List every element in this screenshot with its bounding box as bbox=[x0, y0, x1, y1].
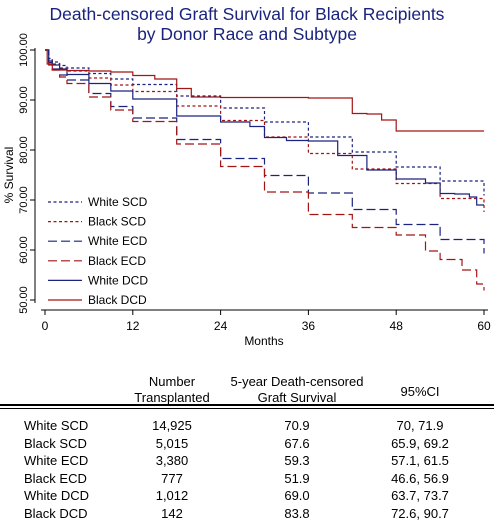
row-label: Black SCD bbox=[24, 435, 87, 451]
row-survival: 70.9 bbox=[284, 418, 310, 433]
row-survival: 83.8 bbox=[284, 505, 310, 521]
y-tick-label: 100.00 bbox=[18, 33, 30, 67]
x-tick-label: 12 bbox=[126, 319, 140, 333]
y-tick-label: 70.00 bbox=[18, 186, 30, 214]
row-ci: 72.6, 90.7 bbox=[391, 505, 449, 521]
header-survival-line-2: Graft Survival bbox=[257, 390, 337, 405]
row-label: Black ECD bbox=[24, 470, 87, 486]
row-number: 777 bbox=[161, 470, 183, 486]
table-rule-top bbox=[0, 404, 494, 406]
row-label: White DCD bbox=[24, 488, 90, 503]
row-number: 5,015 bbox=[155, 435, 189, 451]
series-line-black-scd bbox=[45, 49, 485, 212]
legend-label: White SCD bbox=[88, 195, 148, 209]
row-number: 142 bbox=[161, 505, 183, 521]
x-axis-title: Months bbox=[244, 334, 283, 345]
survival-chart: 50.00 60.00 70.00 80.00 90.00 100.00 0 12 24 36 48… bbox=[2, 33, 491, 345]
row-survival: 51.9 bbox=[284, 470, 310, 486]
header-number-line-1: Number bbox=[148, 374, 196, 389]
y-tick-label: 60.00 bbox=[18, 236, 30, 264]
row-survival: 67.6 bbox=[284, 435, 310, 451]
table-header-survival: 5-year Death-censored Graft Survival bbox=[226, 374, 368, 406]
x-tick-label: 0 bbox=[42, 319, 49, 333]
legend-label: Black DCD bbox=[88, 293, 147, 307]
row-ci: 46.6, 56.9 bbox=[391, 470, 449, 486]
x-tick-label: 48 bbox=[390, 319, 404, 333]
y-tick-label: 90.00 bbox=[18, 86, 30, 114]
legend-label: White DCD bbox=[88, 273, 148, 287]
row-ci: 63.7, 73.7 bbox=[391, 488, 449, 503]
row-ci: 70, 71.9 bbox=[396, 418, 444, 433]
y-tick-label: 50.00 bbox=[18, 286, 30, 314]
legend-label: Black SCD bbox=[88, 215, 146, 229]
row-ci: 57.1, 61.5 bbox=[391, 453, 449, 468]
row-label: White ECD bbox=[24, 453, 89, 468]
header-number-line-2: Transplanted bbox=[134, 390, 210, 405]
chart-title-line-2: by Donor Race and Subtype bbox=[137, 24, 357, 44]
row-number: 3,380 bbox=[155, 453, 189, 468]
y-tick-label: 80.00 bbox=[18, 136, 30, 164]
row-survival: 59.3 bbox=[284, 453, 310, 468]
table-rule-bottom bbox=[0, 408, 494, 409]
chart-title-line-1: Death-censored Graft Survival for Black … bbox=[49, 4, 445, 24]
x-tick-label: 36 bbox=[302, 319, 316, 333]
table-header-ci: 95%CI bbox=[400, 384, 440, 399]
header-survival-line-1: 5-year Death-censored bbox=[230, 374, 364, 389]
row-label: White SCD bbox=[24, 418, 89, 433]
row-ci: 65.9, 69.2 bbox=[391, 435, 449, 451]
series-line-black-dcd bbox=[45, 49, 484, 132]
row-label: Black DCD bbox=[24, 505, 88, 521]
table-header-number: Number Transplanted bbox=[122, 374, 222, 406]
legend-label: Black ECD bbox=[88, 254, 146, 268]
x-tick-label: 24 bbox=[214, 319, 228, 333]
row-number: 1,012 bbox=[155, 488, 189, 503]
y-axis-title: % Survival bbox=[2, 147, 16, 204]
row-survival: 69.0 bbox=[284, 488, 310, 503]
legend-label: White ECD bbox=[88, 234, 148, 248]
row-number: 14,925 bbox=[152, 418, 192, 433]
x-tick-label: 60 bbox=[477, 319, 491, 333]
series-line-black-ecd bbox=[45, 49, 485, 291]
